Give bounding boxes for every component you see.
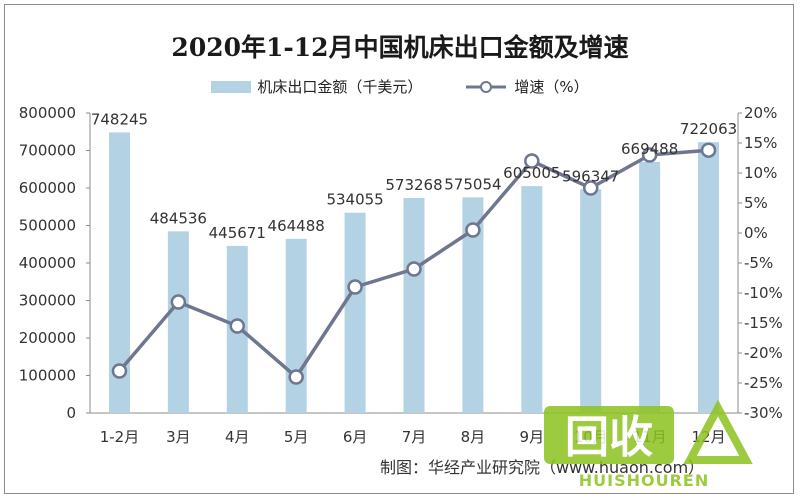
bar-data-label: 534055 (326, 191, 383, 209)
y-left-tick-label: 200000 (19, 329, 76, 347)
bar-export-amount (344, 212, 366, 413)
bar-data-label: 605005 (503, 164, 560, 182)
y-left-tick-label: 700000 (19, 142, 76, 160)
y-left-tick-label: 800000 (19, 104, 76, 122)
bar-export-amount (698, 142, 720, 413)
x-tick-label: 1-2月 (100, 428, 140, 446)
growth-point (229, 318, 246, 334)
svg-text:回收: 回收 (565, 412, 653, 463)
legend-item-growth: 增速（%） (464, 76, 589, 97)
bar-data-label: 484536 (150, 209, 207, 227)
y-left-tick-label: 100000 (19, 367, 76, 385)
y-left-tick-label: 500000 (19, 217, 76, 235)
y-left-tick-label: 300000 (19, 292, 76, 310)
bar-data-label: 573268 (385, 176, 442, 194)
y-right-tick-label: 5% (744, 194, 768, 212)
bar-data-label: 596347 (562, 167, 619, 185)
growth-point (641, 147, 658, 163)
y-right-tick-label: 10% (744, 164, 777, 182)
x-tick-label: 4月 (225, 428, 250, 446)
bar-export-amount (521, 186, 543, 413)
growth-point (347, 279, 363, 295)
x-tick-label: 6月 (343, 428, 368, 446)
y-left-tick-label: 0 (66, 404, 76, 422)
growth-point (582, 180, 599, 196)
growth-point (406, 261, 422, 277)
chart-legend: 机床出口金额（千美元） 增速（%） (0, 76, 800, 97)
bar-data-label: 575054 (444, 175, 501, 193)
x-tick-label: 8月 (461, 428, 486, 446)
bar-data-label: 669488 (621, 140, 678, 158)
bar-export-amount (285, 238, 307, 413)
y-left-tick-label: 400000 (19, 254, 76, 272)
y-right-tick-label: -5% (744, 254, 773, 272)
bar-export-amount (580, 189, 602, 413)
growth-point (524, 153, 540, 169)
x-tick-label: 7月 (402, 428, 427, 446)
bar-data-label: 445671 (209, 224, 266, 242)
watermark-logo: 回收 HUISHOUREN (544, 400, 753, 490)
y-right-tick-label: -30% (744, 404, 783, 422)
bar-export-amount (108, 132, 130, 413)
legend-line-swatch (466, 80, 507, 93)
y-right-tick-label: -25% (744, 374, 783, 392)
growth-point (111, 363, 128, 379)
bar-data-label: 464488 (268, 217, 325, 235)
x-tick-label: 3月 (166, 428, 191, 446)
bar-export-amount (639, 161, 661, 413)
y-right-tick-label: -20% (744, 344, 783, 362)
bar-export-amount (167, 231, 189, 413)
legend-item-export-amount: 机床出口金额（千美元） (211, 76, 422, 97)
x-tick-label: 5月 (284, 428, 309, 446)
svg-text:HUISHOUREN: HUISHOUREN (579, 471, 709, 490)
bar-export-amount (403, 198, 425, 413)
growth-point (465, 222, 481, 238)
bar-data-label: 748245 (91, 110, 148, 128)
chart-title: 2020年1-12月中国机床出口金额及增速 (171, 33, 629, 62)
x-tick-label: 9月 (520, 428, 545, 446)
legend-label-export-amount: 机床出口金额（千美元） (257, 78, 423, 96)
legend-label-growth: 增速（%） (514, 78, 589, 96)
y-left-tick-label: 600000 (19, 179, 76, 197)
y-right-tick-label: 20% (744, 104, 777, 122)
legend-bar-swatch (211, 80, 252, 93)
growth-point (288, 369, 304, 385)
y-right-tick-label: 0% (744, 224, 768, 242)
bar-data-label: 722063 (680, 120, 737, 138)
y-right-tick-label: 15% (744, 134, 777, 152)
bar-export-amount (462, 197, 484, 413)
chart-frame (4, 4, 794, 494)
growth-point (700, 142, 717, 158)
y-right-tick-label: -10% (744, 284, 783, 302)
growth-point (170, 294, 187, 310)
y-right-tick-label: -15% (744, 314, 783, 332)
